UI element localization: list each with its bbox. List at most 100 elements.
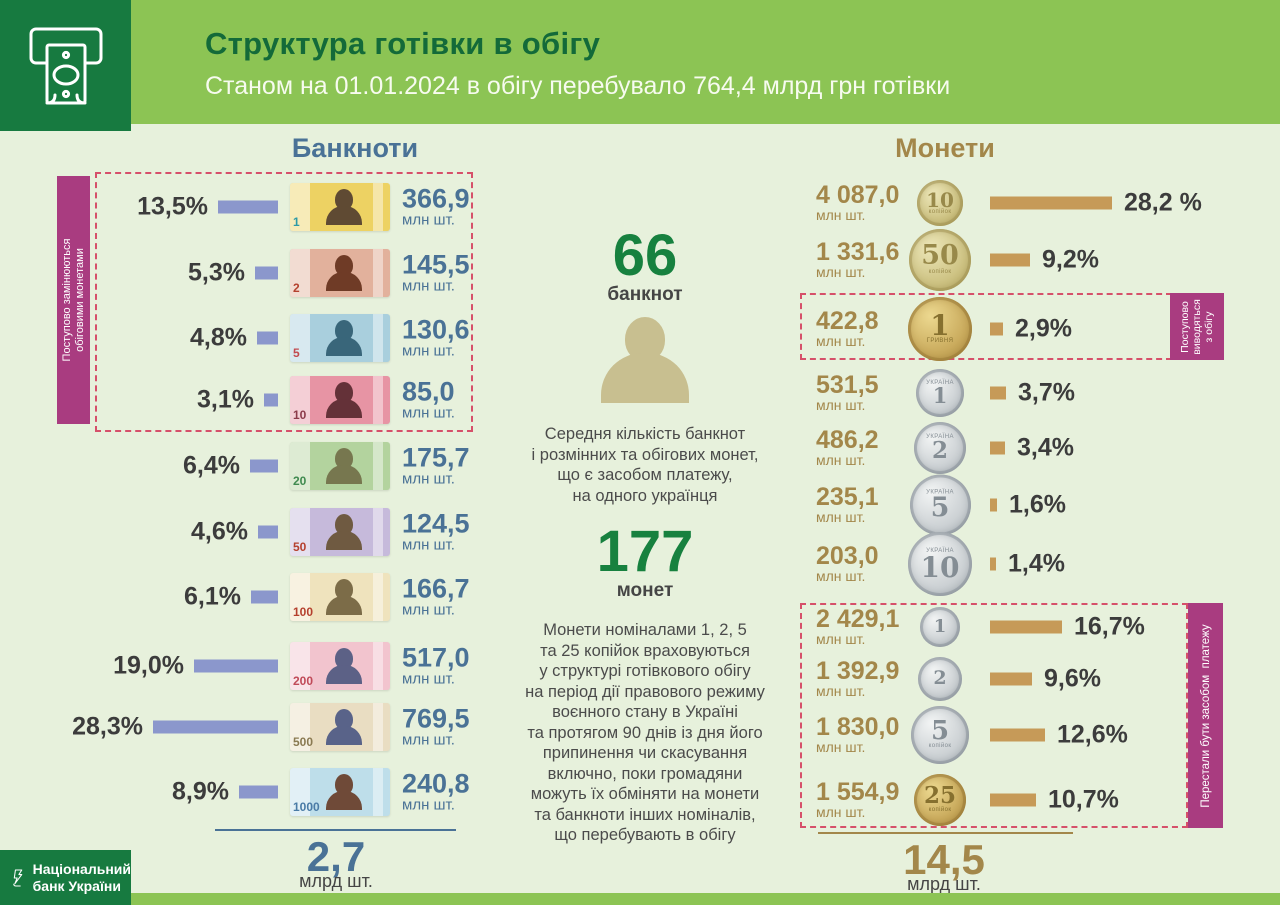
banknote-band bbox=[373, 703, 383, 751]
count-unit: млн шт. bbox=[816, 804, 866, 820]
banknote-image: 2 bbox=[290, 249, 390, 297]
silhouette-head bbox=[335, 382, 353, 403]
coins-stopped-frame bbox=[800, 603, 1188, 828]
count-unit: млн шт. bbox=[402, 731, 455, 749]
banknote-count: 166,7 млн шт. bbox=[402, 575, 470, 619]
atm-banknote-icon bbox=[29, 27, 102, 104]
banknote-image: 200 bbox=[290, 642, 390, 690]
coin-share-bar bbox=[990, 620, 1062, 634]
silhouette-head bbox=[335, 709, 353, 730]
banknote-percent-label: 6,4% bbox=[183, 451, 240, 480]
person-silhouette-icon bbox=[322, 255, 366, 291]
banknote-percent-label: 5,3% bbox=[188, 258, 245, 287]
coin-bottom-text: ГРИВНЯ bbox=[926, 338, 954, 345]
banknote-row: 6,4% 20 175,7 млн шт. bbox=[95, 434, 495, 498]
banknote-percent-label: 3,1% bbox=[197, 385, 254, 414]
coins-per-person-count: 177 bbox=[596, 519, 694, 584]
banknote-row: 5,3% 2 145,5 млн шт. bbox=[95, 241, 495, 305]
banknotes-heading: Банкноти bbox=[291, 133, 419, 163]
coin-count: 1 554,9 млн шт. bbox=[816, 780, 899, 821]
coin-percent-label: 1,6% bbox=[1009, 490, 1066, 519]
coin-image: УКРАЇНА 1 bbox=[916, 369, 964, 417]
silhouette-head bbox=[335, 448, 353, 469]
count-value: 2 429,1 bbox=[816, 605, 900, 633]
coin-share-bar bbox=[990, 253, 1030, 267]
count-unit: млн шт. bbox=[402, 670, 455, 688]
banknote-image: 500 bbox=[290, 703, 390, 751]
coin-image: 5 копійок bbox=[911, 706, 969, 764]
coin-denomination: 25 bbox=[923, 782, 956, 810]
count-value: 240,8 bbox=[402, 768, 470, 799]
coin-row: 1 331,6 млн шт. 50 копійок 9,2% bbox=[800, 229, 1240, 291]
banknote-percent-label: 28,3% bbox=[72, 712, 143, 741]
coin-count: 1 331,6 млн шт. bbox=[816, 240, 899, 281]
coin-top-text: УКРАЇНА bbox=[926, 434, 954, 441]
banknote-denomination: 200 bbox=[293, 674, 314, 688]
banknote-denomination: 1000 bbox=[293, 800, 320, 814]
count-value: 1 830,0 bbox=[816, 713, 900, 741]
person-silhouette-icon bbox=[322, 514, 366, 550]
banknote-share-bar bbox=[257, 331, 278, 345]
banknote-band bbox=[373, 642, 383, 690]
person-silhouette-icon bbox=[322, 448, 366, 484]
count-unit: млн шт. bbox=[402, 536, 455, 554]
coin-percent-label: 9,6% bbox=[1044, 664, 1101, 693]
silhouette-body bbox=[326, 791, 362, 810]
coin-share-bar bbox=[990, 728, 1045, 742]
count-unit: млн шт. bbox=[816, 264, 866, 280]
banknote-denomination: 20 bbox=[293, 474, 307, 488]
coin-count: 1 392,9 млн шт. bbox=[816, 659, 899, 700]
coin-count: 531,5 млн шт. bbox=[816, 373, 879, 414]
count-value: 4 087,0 bbox=[816, 181, 900, 209]
count-value: 124,5 bbox=[402, 508, 470, 539]
count-unit: млн шт. bbox=[402, 470, 455, 488]
banknote-stripe bbox=[290, 249, 310, 297]
per-person-description: Середня кількість банкнот і розмінних та… bbox=[531, 425, 759, 505]
banknote-row: 28,3% 500 769,5 млн шт. bbox=[72, 695, 495, 759]
coin-count: 422,8 млн шт. bbox=[816, 309, 879, 350]
banknote-stripe bbox=[290, 642, 310, 690]
banknote-stripe bbox=[290, 703, 310, 751]
coins-total-unit: млрд шт. bbox=[907, 874, 981, 894]
coin-count: 203,0 млн шт. bbox=[816, 542, 879, 585]
banknote-row: 6,1% 100 166,7 млн шт. bbox=[95, 565, 495, 629]
banknotes-per-person-count: 66 bbox=[612, 223, 678, 288]
silhouette-body bbox=[326, 665, 362, 684]
coin-percent-label: 9,2% bbox=[1042, 245, 1099, 274]
count-unit: млн шт. bbox=[402, 601, 455, 619]
banknote-denomination: 5 bbox=[293, 346, 300, 360]
banknote-denomination: 50 bbox=[293, 540, 307, 554]
banknote-stripe bbox=[290, 573, 310, 621]
count-unit: млн шт. bbox=[816, 631, 866, 647]
count-unit: млн шт. bbox=[816, 683, 866, 699]
coin-bottom-text: копійок bbox=[928, 806, 952, 813]
banknotes-total-value: 2,7 bbox=[306, 833, 366, 880]
banknote-share-bar bbox=[264, 393, 278, 407]
silhouette-body bbox=[326, 596, 362, 615]
count-unit: млн шт. bbox=[816, 452, 866, 468]
coins-stopped-strip: Перестали бути засобом платежу bbox=[1188, 603, 1223, 828]
banknote-band bbox=[373, 768, 383, 816]
person-silhouette-icon bbox=[322, 189, 366, 225]
count-unit: млн шт. bbox=[816, 568, 866, 584]
silhouette-body bbox=[326, 465, 362, 484]
count-value: 203,0 bbox=[816, 542, 879, 570]
coin-percent-label: 12,6% bbox=[1057, 720, 1128, 749]
coins-heading: Монети bbox=[895, 133, 995, 163]
coin-percent-label: 3,7% bbox=[1018, 378, 1075, 407]
banknote-percent-label: 19,0% bbox=[113, 651, 184, 680]
coin-share-bar bbox=[990, 441, 1005, 455]
banknote-image: 1000 bbox=[290, 768, 390, 816]
count-unit: млн шт. bbox=[402, 211, 455, 229]
banknote-band bbox=[373, 183, 383, 231]
coins-per-person-caption: монет bbox=[616, 580, 674, 601]
coins-phaseout-strip: Поступово виводяться з обігу bbox=[1170, 293, 1224, 360]
coin-top-text: УКРАЇНА bbox=[926, 489, 954, 496]
banknotes-per-person-caption: банкнот bbox=[607, 284, 683, 305]
coin-denomination: 1 bbox=[932, 383, 948, 409]
count-unit: млн шт. bbox=[402, 796, 455, 814]
coin-denomination: 2 bbox=[931, 437, 948, 465]
coin-row: 203,0 млн шт. УКРАЇНА 10 1,4% bbox=[800, 532, 1240, 596]
banknote-image: 1 bbox=[290, 183, 390, 231]
banknote-image: 10 bbox=[290, 376, 390, 424]
